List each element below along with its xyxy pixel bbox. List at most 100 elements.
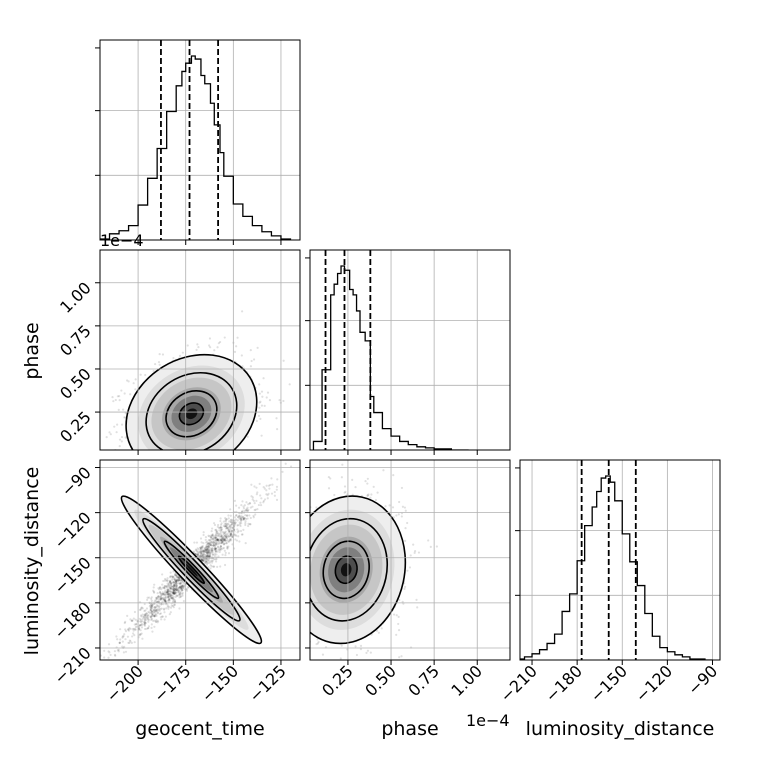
sample-point <box>245 509 249 512</box>
sample-point <box>173 588 177 591</box>
sample-point <box>212 543 216 547</box>
sample-point <box>269 596 271 598</box>
sample-point <box>230 521 233 524</box>
sample-point <box>220 522 223 525</box>
sample-point <box>221 540 224 543</box>
sample-point <box>166 588 169 591</box>
sample-point <box>173 576 176 579</box>
sample-point <box>179 585 182 588</box>
sample-point <box>121 636 124 639</box>
sample-point <box>297 655 299 657</box>
sample-point <box>214 558 217 561</box>
sample-point <box>163 585 166 588</box>
sample-point <box>174 580 178 583</box>
sample-point <box>144 621 147 624</box>
sample-point <box>210 548 214 551</box>
sample-point <box>217 533 221 536</box>
sample-point <box>230 523 233 527</box>
sample-point <box>214 541 218 545</box>
sample-point <box>249 365 253 368</box>
sample-point <box>154 609 157 613</box>
sample-point <box>198 551 201 554</box>
sample-point <box>124 620 127 623</box>
sample-point <box>119 628 122 631</box>
sample-point <box>159 462 161 464</box>
sample-point <box>123 621 126 625</box>
sample-point <box>170 595 173 599</box>
sample-point <box>183 585 186 588</box>
sample-point <box>151 610 154 613</box>
sample-point <box>174 572 177 575</box>
sample-point <box>159 465 161 467</box>
sample-point <box>205 541 208 544</box>
sample-point <box>164 599 167 602</box>
sample-point <box>207 548 210 551</box>
sample-point <box>169 484 171 486</box>
sample-point <box>259 494 262 497</box>
sample-point <box>150 626 153 629</box>
sample-point <box>172 585 176 588</box>
sample-point <box>156 621 159 624</box>
sample-point <box>264 586 266 588</box>
sample-point <box>146 616 149 619</box>
sample-point <box>197 471 199 473</box>
sample-point <box>155 608 158 612</box>
sample-point <box>103 656 106 659</box>
sample-point <box>427 539 430 542</box>
sample-point <box>207 452 209 454</box>
sample-point <box>222 533 226 536</box>
sample-point <box>175 580 178 583</box>
sample-point <box>173 581 176 584</box>
sample-point <box>129 618 132 621</box>
sample-point <box>260 434 263 437</box>
sample-point <box>221 537 224 541</box>
sample-point <box>238 521 241 524</box>
sample-point <box>161 586 164 589</box>
sample-point <box>151 612 154 616</box>
sample-point <box>199 549 202 552</box>
sample-point <box>205 550 208 553</box>
sample-point <box>278 399 281 402</box>
sample-point <box>211 553 214 556</box>
sample-point <box>240 515 243 518</box>
sample-point <box>291 635 293 637</box>
sample-point <box>199 546 202 550</box>
sample-point <box>126 635 130 638</box>
sample-point <box>187 473 189 475</box>
sample-point <box>214 456 216 458</box>
sample-point <box>152 602 156 606</box>
sample-point <box>167 582 171 585</box>
sample-point <box>397 513 400 516</box>
sample-point <box>158 591 162 594</box>
sample-point <box>213 547 216 550</box>
sample-point <box>171 591 174 594</box>
sample-point <box>177 586 181 589</box>
sample-point <box>210 461 212 463</box>
sample-point <box>179 579 182 582</box>
sample-point <box>276 508 278 510</box>
sample-point <box>289 527 291 529</box>
sample-point <box>233 524 236 527</box>
sample-point <box>429 545 432 548</box>
sample-point <box>177 579 180 582</box>
sample-point <box>289 559 291 561</box>
sample-point <box>251 498 254 501</box>
sample-point <box>149 608 152 612</box>
sample-point <box>196 552 200 555</box>
sample-point <box>266 391 270 394</box>
sample-point <box>173 584 176 588</box>
sample-point <box>215 542 218 546</box>
sample-point <box>151 614 154 618</box>
sample-point <box>222 546 225 550</box>
sample-point <box>207 539 210 542</box>
sample-point <box>144 609 147 612</box>
sample-point <box>162 586 165 590</box>
sample-point <box>297 587 299 589</box>
sample-point <box>255 419 258 423</box>
sample-point <box>359 644 363 647</box>
sample-point <box>305 586 307 588</box>
sample-point <box>171 575 174 578</box>
sample-point <box>121 408 125 411</box>
sample-point <box>246 506 249 509</box>
sample-point <box>175 574 178 577</box>
